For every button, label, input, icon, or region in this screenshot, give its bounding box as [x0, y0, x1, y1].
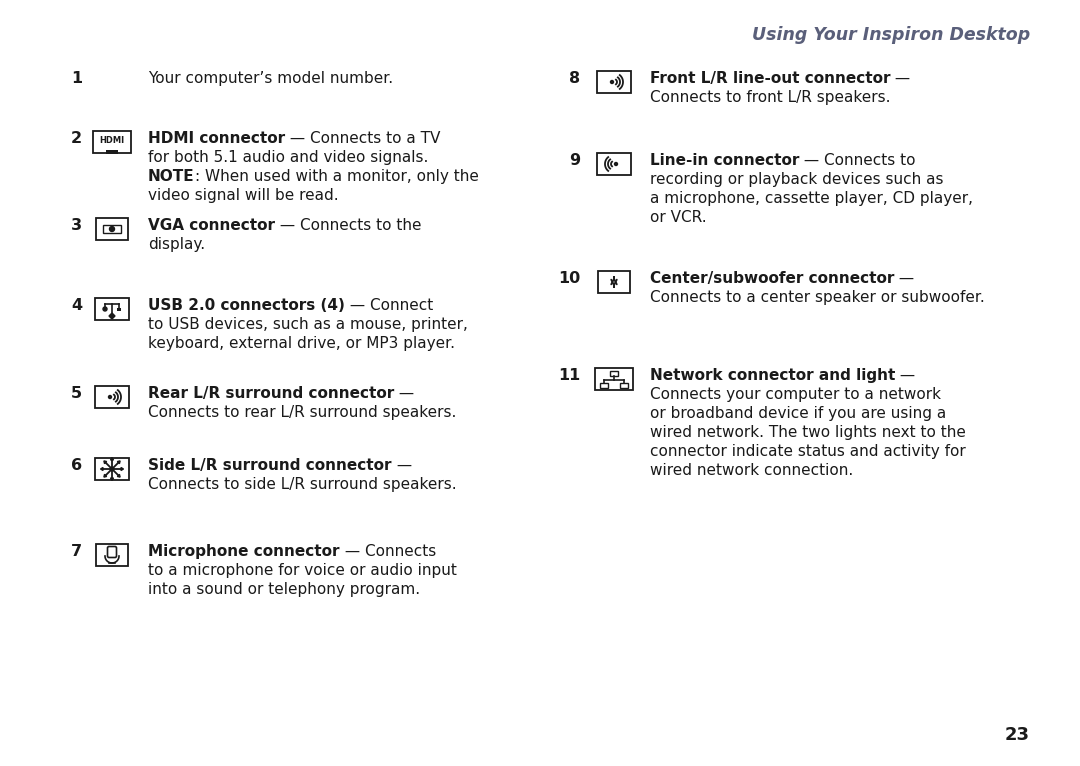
Polygon shape	[110, 478, 113, 480]
Text: Using Your Inspiron Desktop: Using Your Inspiron Desktop	[752, 26, 1030, 44]
Text: HDMI connector: HDMI connector	[148, 131, 285, 146]
Bar	[610, 371, 618, 376]
Text: 5: 5	[71, 386, 82, 401]
Circle shape	[108, 395, 111, 398]
Text: 1: 1	[71, 71, 82, 86]
Text: Side L/R surround connector: Side L/R surround connector	[148, 458, 391, 473]
Text: —: —	[394, 386, 415, 401]
Circle shape	[615, 162, 618, 165]
Bar	[95, 386, 129, 408]
Text: : When used with a monitor, only the: : When used with a monitor, only the	[194, 169, 478, 184]
Polygon shape	[104, 461, 107, 463]
Text: — Connects to a TV: — Connects to a TV	[285, 131, 441, 146]
Text: USB 2.0 connectors (4): USB 2.0 connectors (4)	[148, 298, 345, 313]
Polygon shape	[118, 474, 120, 477]
Text: VGA connector: VGA connector	[148, 218, 275, 233]
Bar	[106, 150, 118, 154]
Text: 7: 7	[71, 544, 82, 559]
Bar	[595, 368, 633, 390]
Text: 11: 11	[557, 368, 580, 383]
Bar	[620, 383, 627, 388]
Bar	[95, 458, 129, 480]
Text: wired network connection.: wired network connection.	[650, 463, 853, 478]
Text: Front L/R line-out connector: Front L/R line-out connector	[650, 71, 891, 86]
Text: NOTE: NOTE	[148, 169, 194, 184]
Bar	[95, 298, 129, 320]
Text: 3: 3	[71, 218, 82, 233]
Text: 2: 2	[71, 131, 82, 146]
Text: Line-in connector: Line-in connector	[650, 153, 799, 168]
Text: 23: 23	[1005, 726, 1030, 744]
Text: Network connector and light: Network connector and light	[650, 368, 895, 383]
Polygon shape	[121, 467, 123, 470]
Circle shape	[110, 467, 113, 471]
Text: —: —	[391, 458, 411, 473]
Text: connector indicate status and activity for: connector indicate status and activity f…	[650, 444, 966, 459]
Text: Connects to side L/R surround speakers.: Connects to side L/R surround speakers.	[148, 477, 457, 492]
Text: for both 5.1 audio and video signals.: for both 5.1 audio and video signals.	[148, 150, 429, 165]
Text: 10: 10	[557, 271, 580, 286]
Text: 9: 9	[569, 153, 580, 168]
FancyBboxPatch shape	[108, 546, 117, 558]
Text: Connects your computer to a network: Connects your computer to a network	[650, 387, 941, 402]
Circle shape	[103, 307, 107, 311]
Text: —: —	[895, 368, 916, 383]
Polygon shape	[104, 474, 107, 477]
Text: Connects to rear L/R surround speakers.: Connects to rear L/R surround speakers.	[148, 405, 457, 420]
Text: — Connect: — Connect	[345, 298, 433, 313]
Circle shape	[109, 227, 114, 231]
Bar	[96, 544, 129, 566]
Text: 6: 6	[71, 458, 82, 473]
Text: Connects to front L/R speakers.: Connects to front L/R speakers.	[650, 90, 891, 105]
Text: — Connects to: — Connects to	[799, 153, 916, 168]
Text: Microphone connector: Microphone connector	[148, 544, 339, 559]
Polygon shape	[110, 457, 113, 460]
Text: Your computer’s model number.: Your computer’s model number.	[148, 71, 393, 86]
Polygon shape	[109, 313, 114, 319]
Bar	[597, 153, 631, 175]
Bar	[598, 271, 630, 293]
Polygon shape	[100, 467, 103, 470]
Text: or broadband device if you are using a: or broadband device if you are using a	[650, 406, 946, 421]
Bar	[117, 308, 121, 311]
Text: to a microphone for voice or audio input: to a microphone for voice or audio input	[148, 563, 457, 578]
Bar	[600, 383, 608, 388]
Text: to USB devices, such as a mouse, printer,: to USB devices, such as a mouse, printer…	[148, 317, 468, 332]
Text: Center/subwoofer connector: Center/subwoofer connector	[650, 271, 894, 286]
Text: —: —	[894, 271, 915, 286]
Bar	[103, 225, 121, 233]
Text: video signal will be read.: video signal will be read.	[148, 188, 339, 203]
Text: HDMI: HDMI	[99, 136, 124, 145]
Text: keyboard, external drive, or MP3 player.: keyboard, external drive, or MP3 player.	[148, 336, 455, 351]
Bar	[597, 71, 631, 93]
Circle shape	[610, 80, 613, 83]
Bar	[96, 218, 129, 240]
Text: — Connects: — Connects	[339, 544, 435, 559]
Text: wired network. The two lights next to the: wired network. The two lights next to th…	[650, 425, 966, 440]
Text: into a sound or telephony program.: into a sound or telephony program.	[148, 582, 420, 597]
Text: 8: 8	[569, 71, 580, 86]
Text: 4: 4	[71, 298, 82, 313]
Text: or VCR.: or VCR.	[650, 210, 706, 225]
Text: Rear L/R surround connector: Rear L/R surround connector	[148, 386, 394, 401]
Text: recording or playback devices such as: recording or playback devices such as	[650, 172, 944, 187]
Polygon shape	[118, 461, 120, 463]
Bar	[93, 131, 131, 153]
Text: display.: display.	[148, 237, 205, 252]
Text: Connects to a center speaker or subwoofer.: Connects to a center speaker or subwoofe…	[650, 290, 985, 305]
Text: — Connects to the: — Connects to the	[275, 218, 421, 233]
Text: a microphone, cassette player, CD player,: a microphone, cassette player, CD player…	[650, 191, 973, 206]
Text: —: —	[891, 71, 910, 86]
